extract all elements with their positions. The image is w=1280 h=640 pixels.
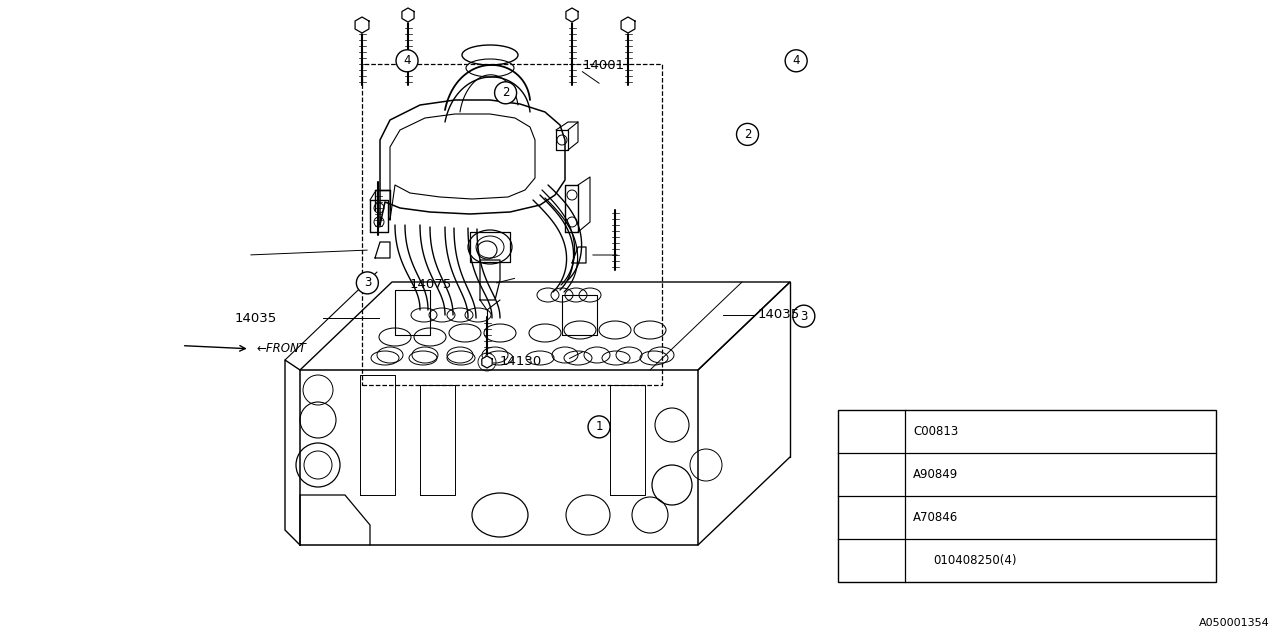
Bar <box>838 410 1216 582</box>
Circle shape <box>863 509 881 527</box>
Text: 4: 4 <box>403 54 411 67</box>
Circle shape <box>396 50 419 72</box>
Circle shape <box>785 50 808 72</box>
Text: C00813: C00813 <box>913 425 959 438</box>
Text: A70846: A70846 <box>913 511 959 524</box>
Polygon shape <box>566 8 579 22</box>
Circle shape <box>913 553 929 569</box>
Text: 14075: 14075 <box>410 278 452 291</box>
Text: 3: 3 <box>868 469 876 479</box>
Circle shape <box>494 82 517 104</box>
Text: A050001354: A050001354 <box>1199 618 1270 628</box>
Text: 4: 4 <box>868 426 876 436</box>
Text: 3: 3 <box>800 310 808 323</box>
Polygon shape <box>621 17 635 33</box>
Polygon shape <box>402 8 413 22</box>
Text: 2: 2 <box>868 513 876 523</box>
Circle shape <box>588 416 611 438</box>
Text: ←FRONT: ←FRONT <box>256 342 306 355</box>
Circle shape <box>863 465 881 483</box>
Circle shape <box>356 272 379 294</box>
Text: 14035: 14035 <box>758 308 800 321</box>
Text: 010408250(4): 010408250(4) <box>933 554 1016 567</box>
Text: 2: 2 <box>502 86 509 99</box>
Text: 2: 2 <box>744 128 751 141</box>
Circle shape <box>792 305 815 327</box>
Circle shape <box>863 422 881 440</box>
Text: 4: 4 <box>792 54 800 67</box>
Polygon shape <box>481 356 493 368</box>
Text: 14001: 14001 <box>582 59 625 72</box>
Text: 14130: 14130 <box>499 355 541 368</box>
Text: A90849: A90849 <box>913 468 959 481</box>
Text: 1: 1 <box>868 556 876 566</box>
Polygon shape <box>355 17 369 33</box>
Circle shape <box>736 124 759 145</box>
Text: B: B <box>918 556 924 566</box>
Text: 3: 3 <box>364 276 371 289</box>
Circle shape <box>863 552 881 570</box>
Text: 1: 1 <box>595 420 603 433</box>
Text: 14035: 14035 <box>234 312 276 324</box>
